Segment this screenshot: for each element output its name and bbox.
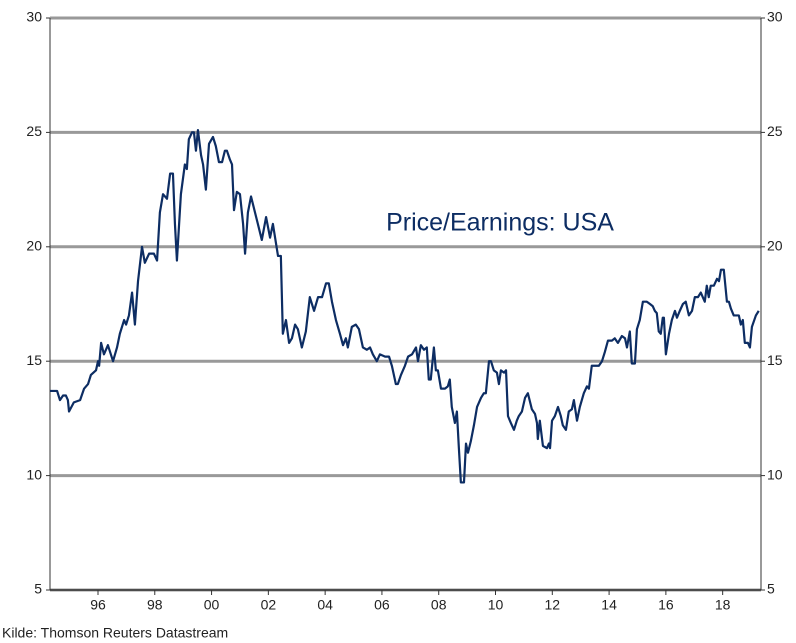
x-tick-label: 04 (317, 597, 333, 613)
x-tick-label: 16 (658, 597, 674, 613)
y2-tick-label: 5 (767, 581, 775, 597)
y2-tick-label: 25 (767, 123, 783, 139)
y2-tick-label: 20 (767, 238, 783, 254)
y2-tick-label: 10 (767, 466, 783, 482)
y-tick-label: 5 (34, 581, 42, 597)
y2-tick-label: 30 (767, 9, 783, 25)
y2-tick-label: 15 (767, 352, 783, 368)
x-tick-label: 08 (431, 597, 447, 613)
x-tick-label: 98 (147, 597, 163, 613)
y-tick-label: 15 (26, 352, 42, 368)
annotation: Price/Earnings: USA (386, 209, 614, 237)
y-tick-label: 10 (26, 466, 42, 482)
x-tick-label: 12 (545, 597, 561, 613)
x-tick-label: 14 (601, 597, 617, 613)
x-tick-label: 06 (374, 597, 390, 613)
x-tick-label: 02 (261, 597, 277, 613)
line-series (50, 129, 760, 484)
source: Kilde: Thomson Reuters Datastream (2, 625, 228, 641)
y-tick-label: 30 (26, 9, 42, 25)
x-tick-label: 18 (715, 597, 731, 613)
y-tick-label: 20 (26, 238, 42, 254)
x-tick-label: 00 (204, 597, 220, 613)
x-tick-label: 96 (90, 597, 106, 613)
y-tick-label: 25 (26, 123, 42, 139)
x-tick-label: 10 (488, 597, 504, 613)
